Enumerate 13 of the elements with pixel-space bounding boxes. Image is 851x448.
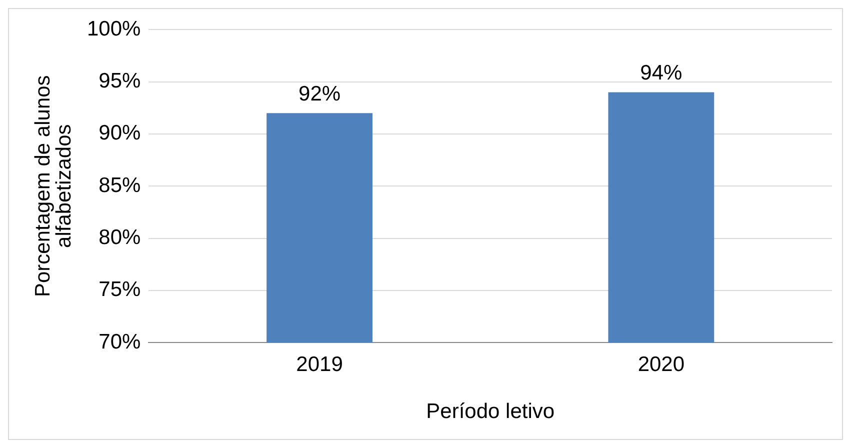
x-axis-title: Período letivo <box>426 400 555 424</box>
y-tick-label: 90% <box>98 122 141 145</box>
x-tick-label: 2020 <box>638 352 685 376</box>
y-tick-label: 95% <box>98 70 141 93</box>
y-tick-label: 85% <box>98 174 141 197</box>
y-tick-label: 100% <box>86 17 141 40</box>
y-tick-label: 80% <box>98 226 141 250</box>
x-tick-label: 2019 <box>296 352 343 376</box>
data-label: 92% <box>298 82 341 106</box>
y-tick-label: 70% <box>98 330 141 354</box>
data-label: 94% <box>640 61 682 84</box>
y-tick-label: 75% <box>98 278 141 302</box>
y-axis-title: Porcentagem de alunos alfabetizados <box>31 75 76 298</box>
